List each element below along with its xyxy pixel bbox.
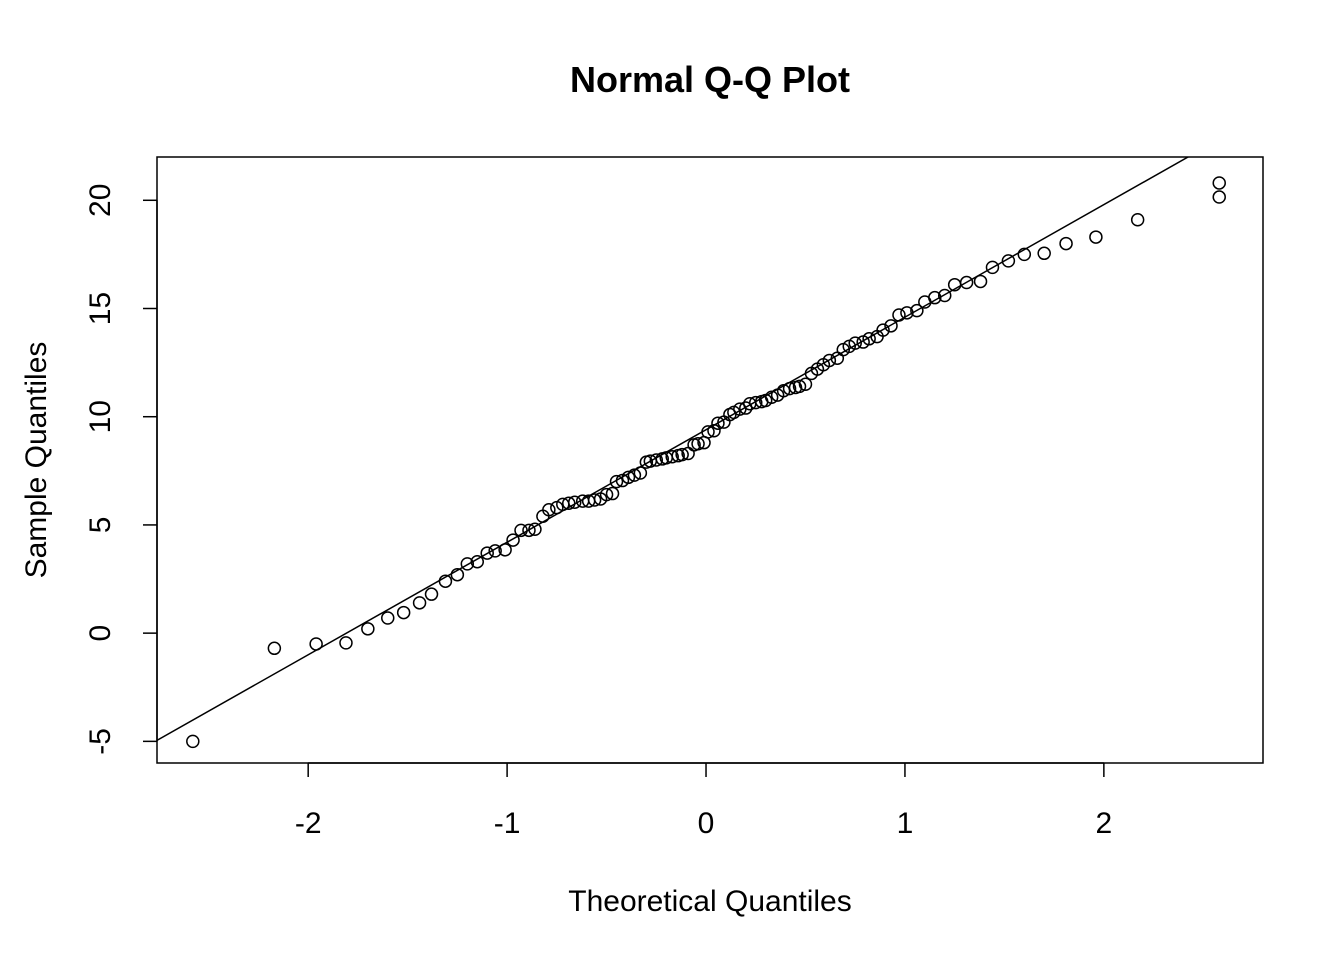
data-point <box>892 308 906 322</box>
x-tick-label: 2 <box>1096 807 1113 840</box>
data-point <box>1089 230 1103 244</box>
chart-title: Normal Q-Q Plot <box>570 59 850 100</box>
data-point <box>186 734 200 749</box>
data-point <box>701 425 715 439</box>
y-tick-label: 10 <box>84 400 117 433</box>
y-tick-label: 20 <box>84 184 117 217</box>
data-point <box>973 274 988 289</box>
data-point <box>862 332 876 346</box>
x-axis-label: Theoretical Quantiles <box>568 885 851 918</box>
data-point <box>506 533 520 547</box>
data-point <box>1017 247 1032 262</box>
data-point <box>691 437 705 451</box>
y-tick-label: 15 <box>84 292 117 325</box>
data-point <box>450 567 465 582</box>
data-point <box>848 336 862 350</box>
data-point <box>1059 236 1073 251</box>
data-point <box>562 496 576 511</box>
data-point <box>361 622 375 636</box>
data-point <box>339 636 353 650</box>
data-point <box>959 275 974 290</box>
data-point <box>460 557 475 571</box>
data-point <box>1212 176 1226 190</box>
y-tick-label: 0 <box>84 625 117 642</box>
y-tick-label: 5 <box>84 517 117 534</box>
data-point <box>522 523 536 538</box>
data-point <box>599 487 614 502</box>
data-point <box>798 377 813 391</box>
x-tick-label: 0 <box>698 807 715 840</box>
data-point <box>749 395 763 410</box>
plot-frame <box>156 156 1264 764</box>
data-point <box>396 605 411 620</box>
data-point <box>782 381 797 396</box>
data-point <box>542 503 556 517</box>
x-tick-label: -2 <box>295 807 322 840</box>
data-point <box>900 306 914 320</box>
data-point <box>822 353 837 368</box>
data-point <box>621 470 636 485</box>
data-point <box>910 303 924 318</box>
data-point <box>380 611 395 625</box>
data-point <box>514 523 528 538</box>
data-point <box>707 424 721 438</box>
y-tick-label: -5 <box>84 728 117 755</box>
data-point <box>267 641 282 656</box>
reference-line <box>157 157 1190 741</box>
x-tick-label: -1 <box>494 807 521 840</box>
data-point <box>1001 254 1016 268</box>
data-point <box>470 554 485 569</box>
data-point <box>1212 190 1226 204</box>
data-point <box>764 390 779 404</box>
data-point <box>1130 213 1145 227</box>
data-point <box>776 383 791 398</box>
x-axis: -2 -1 0 1 2 <box>295 762 1113 840</box>
reference-line-group <box>157 157 1190 741</box>
data-point <box>498 543 512 557</box>
data-point <box>605 486 620 501</box>
data-point <box>412 596 427 610</box>
data-point <box>424 587 439 601</box>
data-point <box>528 522 542 537</box>
data-point <box>649 453 664 467</box>
data-point <box>587 493 602 507</box>
data-point <box>876 323 890 337</box>
data-point <box>884 319 898 333</box>
data-point <box>309 637 323 651</box>
data-point <box>633 466 648 480</box>
data-point <box>1037 246 1051 261</box>
data-points <box>186 176 1226 749</box>
data-point <box>711 416 725 430</box>
data-point <box>488 544 502 558</box>
data-point <box>627 468 642 482</box>
y-axis-label: Sample Quantiles <box>20 342 53 579</box>
data-point <box>675 447 689 462</box>
data-point <box>985 260 1000 275</box>
data-point <box>792 379 807 394</box>
data-point <box>665 450 679 464</box>
data-point <box>438 574 453 588</box>
data-point <box>609 474 624 489</box>
x-tick-label: 1 <box>897 807 914 840</box>
data-point <box>480 546 494 560</box>
data-point <box>937 288 952 303</box>
data-point <box>928 290 942 305</box>
data-point <box>567 495 582 509</box>
y-axis: -5 0 5 10 15 20 <box>84 184 158 755</box>
